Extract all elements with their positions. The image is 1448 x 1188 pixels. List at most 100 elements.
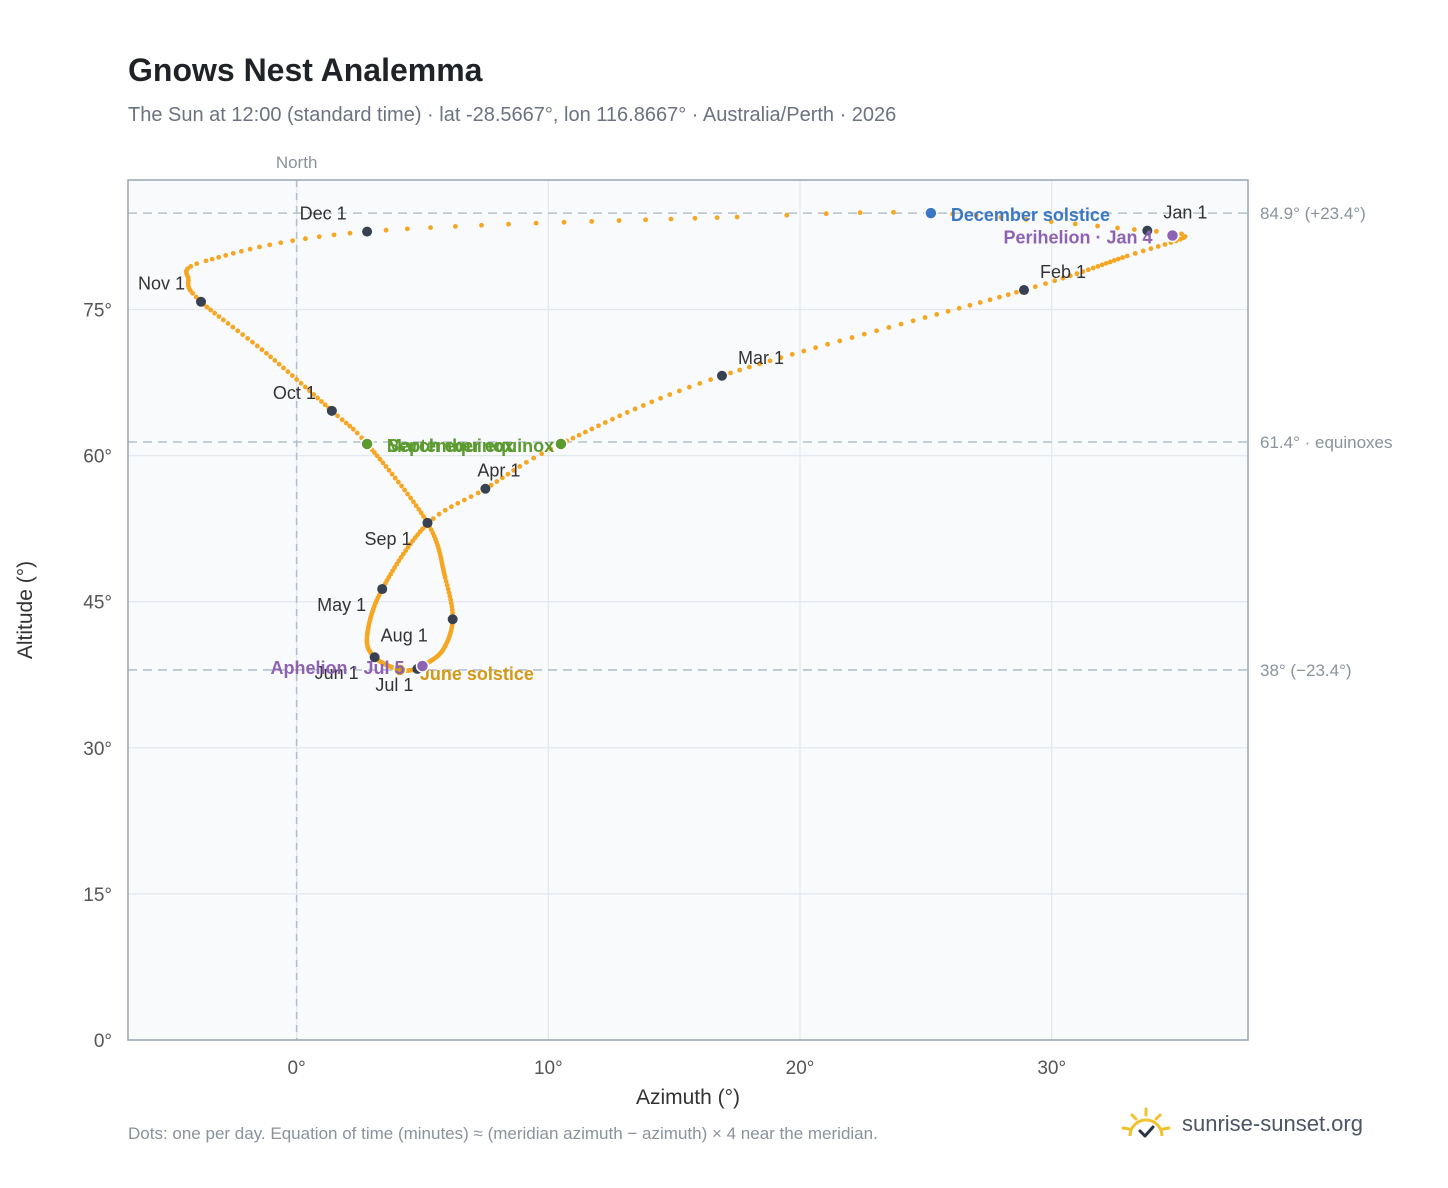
daily-dot bbox=[1080, 269, 1086, 275]
daily-dot bbox=[589, 426, 595, 432]
daily-dot bbox=[1115, 225, 1120, 231]
daily-dot bbox=[1148, 246, 1154, 252]
daily-dot bbox=[1023, 217, 1029, 222]
daily-dot bbox=[383, 227, 389, 233]
daily-dot bbox=[193, 294, 199, 300]
daily-dot bbox=[408, 495, 413, 501]
daily-dot bbox=[383, 464, 389, 469]
daily-dot bbox=[468, 494, 474, 500]
daily-dot bbox=[886, 325, 892, 330]
daily-dot bbox=[500, 475, 505, 481]
event-marker bbox=[1165, 228, 1180, 243]
daily-dot bbox=[307, 388, 312, 394]
daily-dot bbox=[1095, 223, 1100, 229]
y-tick-label: 30° bbox=[83, 739, 112, 760]
daily-dot bbox=[319, 399, 324, 404]
daily-dot bbox=[1115, 256, 1121, 262]
daily-dot bbox=[708, 377, 714, 382]
daily-dot bbox=[302, 384, 308, 390]
daily-dot bbox=[1060, 275, 1066, 281]
daily-dot bbox=[212, 310, 218, 316]
chart-title: Gnows Nest Analemma bbox=[128, 52, 483, 88]
brand-link[interactable]: sunrise-sunset.org bbox=[1182, 1111, 1363, 1136]
daily-dot bbox=[898, 321, 904, 327]
daily-dot bbox=[188, 263, 194, 269]
daily-dot bbox=[225, 321, 231, 326]
daily-dot bbox=[596, 423, 601, 429]
month-marker bbox=[716, 370, 727, 381]
daily-dot bbox=[582, 429, 588, 435]
daily-dot bbox=[377, 456, 383, 462]
daily-dot bbox=[230, 250, 236, 256]
daily-dot bbox=[714, 215, 720, 221]
month-marker bbox=[1142, 225, 1153, 236]
daily-dot bbox=[335, 413, 340, 419]
daily-dot bbox=[339, 417, 345, 423]
daily-dot bbox=[511, 467, 517, 473]
daily-dot bbox=[861, 331, 867, 337]
daily-dot bbox=[692, 215, 698, 221]
daily-dot bbox=[967, 302, 973, 308]
footnote: Dots: one per day. Equation of time (min… bbox=[128, 1124, 878, 1143]
daily-dot bbox=[1014, 289, 1019, 295]
daily-dot bbox=[784, 212, 790, 218]
daily-dot bbox=[1120, 255, 1126, 260]
daily-dot bbox=[238, 248, 244, 254]
daily-dot bbox=[837, 338, 843, 344]
daily-dot bbox=[561, 219, 567, 225]
daily-dot bbox=[455, 500, 461, 506]
daily-dot bbox=[444, 582, 450, 588]
daily-dot bbox=[945, 308, 951, 314]
daily-dot bbox=[413, 503, 419, 509]
daily-dot bbox=[956, 305, 962, 311]
daily-dot bbox=[1048, 219, 1054, 225]
reference-line-label: 84.9° (+23.4°) bbox=[1260, 204, 1366, 223]
x-tick-label: 20° bbox=[786, 1058, 815, 1079]
month-label: Feb 1 bbox=[1040, 262, 1086, 282]
month-marker bbox=[1019, 285, 1029, 296]
event-label: September equinox bbox=[387, 436, 554, 456]
daily-dot bbox=[322, 402, 328, 408]
event-label: Aphelion · Jul 5 bbox=[270, 658, 404, 678]
month-label: Aug 1 bbox=[381, 625, 428, 645]
daily-dot bbox=[643, 217, 649, 223]
daily-dot bbox=[449, 504, 454, 510]
daily-dot bbox=[354, 430, 360, 436]
daily-dot bbox=[1095, 263, 1101, 269]
daily-dot bbox=[1043, 281, 1048, 286]
daily-dot bbox=[734, 214, 740, 220]
daily-dot bbox=[347, 230, 353, 236]
brand[interactable]: sunrise-sunset.org bbox=[1120, 1102, 1363, 1146]
daily-dot bbox=[531, 455, 537, 461]
daily-dot bbox=[539, 451, 545, 457]
daily-dot bbox=[746, 364, 752, 370]
y-tick-label: 15° bbox=[83, 885, 112, 906]
daily-dot bbox=[298, 380, 304, 386]
daily-dot bbox=[857, 210, 863, 216]
reference-line-label: 61.4° · equinoxes bbox=[1260, 433, 1393, 452]
event-label: Perihelion · Jan 4 bbox=[1003, 228, 1152, 248]
daily-dot bbox=[380, 460, 386, 466]
daily-dot bbox=[405, 544, 411, 550]
daily-dot bbox=[801, 348, 807, 354]
daily-dot bbox=[517, 464, 523, 469]
daily-dot bbox=[216, 254, 222, 260]
daily-dot bbox=[757, 361, 762, 367]
daily-dot bbox=[475, 490, 481, 496]
daily-dot bbox=[405, 491, 411, 497]
daily-dot bbox=[428, 225, 433, 230]
daily-dot bbox=[987, 297, 993, 303]
daily-dot bbox=[1099, 262, 1105, 268]
daily-dot bbox=[398, 555, 404, 560]
daily-dot bbox=[235, 328, 241, 334]
daily-dot bbox=[315, 395, 321, 401]
daily-dot bbox=[272, 358, 278, 363]
daily-dot bbox=[1103, 260, 1109, 266]
y-tick-label: 60° bbox=[83, 447, 112, 468]
plot-frame bbox=[127, 179, 1249, 1041]
daily-dot bbox=[416, 506, 422, 512]
daily-dot bbox=[396, 479, 401, 485]
daily-dot bbox=[1162, 242, 1168, 247]
daily-dot bbox=[1155, 244, 1161, 249]
